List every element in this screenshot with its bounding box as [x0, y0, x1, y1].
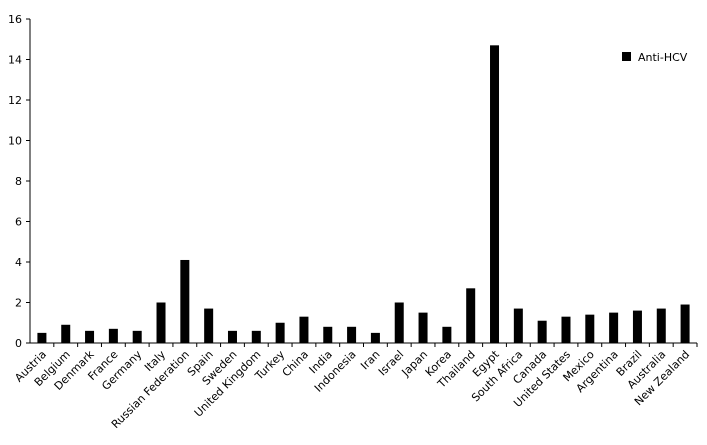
bar — [632, 310, 642, 343]
bar — [37, 332, 47, 343]
bar — [85, 330, 95, 343]
x-axis: AustriaBelgiumDenmarkFranceGermanyItalyR… — [12, 342, 698, 431]
x-tick-label: Israel — [376, 348, 406, 378]
x-tick-label: Japan — [399, 348, 431, 380]
bar — [442, 326, 452, 343]
bar — [204, 308, 214, 343]
bar — [513, 308, 523, 343]
bar — [490, 45, 500, 343]
bar — [370, 332, 380, 343]
bar — [394, 302, 404, 343]
bar — [466, 288, 476, 343]
bar — [656, 308, 666, 343]
bar — [251, 330, 261, 343]
legend: Anti-HCV — [622, 51, 688, 64]
bar — [585, 314, 595, 343]
legend-swatch — [622, 52, 631, 61]
y-tick-label: 10 — [8, 135, 22, 148]
bar — [537, 320, 547, 343]
bar — [61, 324, 71, 343]
y-axis: 0 2 4 6 8 10 12 14 16 — [8, 13, 31, 350]
y-tick-label: 12 — [8, 94, 22, 107]
y-tick-label: 2 — [15, 297, 22, 310]
y-tick-label: 14 — [8, 54, 22, 67]
bar — [323, 326, 333, 343]
y-tick-label: 6 — [15, 216, 22, 229]
bar — [299, 316, 309, 343]
y-tick-label: 16 — [8, 13, 22, 26]
bar — [347, 326, 357, 343]
y-tick-label: 0 — [15, 337, 22, 350]
bar — [108, 328, 118, 343]
y-tick-label: 4 — [15, 256, 22, 269]
bar — [227, 330, 237, 343]
bar — [180, 259, 190, 343]
legend-label: Anti-HCV — [638, 51, 688, 64]
bars — [37, 45, 690, 343]
bar — [156, 302, 166, 343]
bar — [275, 322, 285, 343]
bar — [132, 330, 142, 343]
y-tick-label: 8 — [15, 175, 22, 188]
bar — [561, 316, 571, 343]
bar — [418, 312, 428, 343]
bar — [609, 312, 619, 343]
x-tick-label: China — [280, 348, 311, 379]
bar — [680, 304, 690, 343]
